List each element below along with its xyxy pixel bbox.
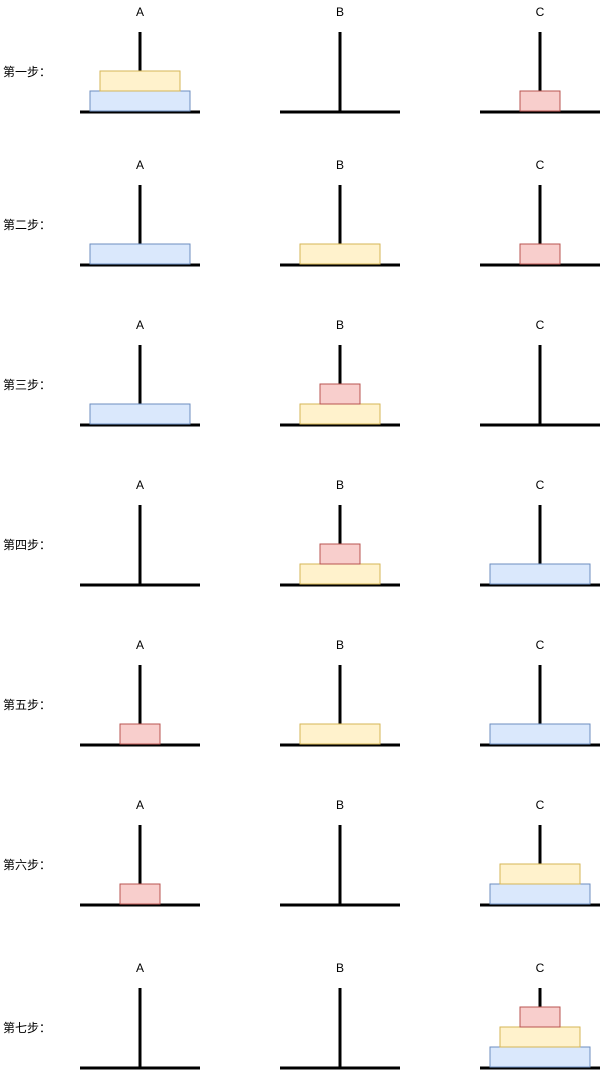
disk-medium xyxy=(499,863,581,885)
peg-label: A xyxy=(136,5,144,19)
step-row: 第三步： A B C xyxy=(3,318,600,427)
step-label: 第三步： xyxy=(3,378,51,392)
step-label: 第一步： xyxy=(3,65,51,79)
peg-b: B xyxy=(280,638,400,747)
disk-large xyxy=(489,883,591,905)
step-row: 第一步： A B C xyxy=(3,5,600,114)
peg-label: A xyxy=(136,158,144,172)
peg-label: A xyxy=(136,798,144,812)
peg-b: B xyxy=(280,5,400,114)
peg-label: B xyxy=(336,478,344,492)
peg-b: B xyxy=(280,961,400,1070)
peg-a: A xyxy=(80,158,200,267)
step-row: 第六步： A B C xyxy=(3,798,600,907)
peg-label: A xyxy=(136,318,144,332)
disk-small xyxy=(519,90,561,112)
peg-b: B xyxy=(280,318,400,427)
peg-a: A xyxy=(80,638,200,747)
peg-a: A xyxy=(80,798,200,907)
disk-large xyxy=(489,1046,591,1068)
disk-small xyxy=(319,383,361,405)
peg-label: B xyxy=(336,798,344,812)
disk-small xyxy=(519,243,561,265)
peg-label: A xyxy=(136,961,144,975)
peg-label: B xyxy=(336,158,344,172)
peg-c: C xyxy=(480,798,600,907)
step-label: 第五步： xyxy=(3,698,51,712)
disk-medium xyxy=(499,1026,581,1048)
disk-medium xyxy=(299,563,381,585)
peg-b: B xyxy=(280,798,400,907)
disk-medium xyxy=(299,243,381,265)
disk-medium xyxy=(99,70,181,92)
step-label: 第七步： xyxy=(3,1021,51,1035)
step-row: 第七步： A B C xyxy=(3,961,600,1070)
peg-label: C xyxy=(536,478,545,492)
peg-c: C xyxy=(480,638,600,747)
disk-large xyxy=(489,723,591,745)
disk-small xyxy=(319,543,361,565)
peg-label: C xyxy=(536,798,545,812)
peg-a: A xyxy=(80,5,200,114)
peg-label: B xyxy=(336,638,344,652)
peg-a: A xyxy=(80,478,200,587)
peg-label: A xyxy=(136,638,144,652)
disk-large xyxy=(89,403,191,425)
disk-small xyxy=(519,1006,561,1028)
peg-label: C xyxy=(536,638,545,652)
step-label: 第四步： xyxy=(3,538,51,552)
step-row: 第二步： A B C xyxy=(3,158,600,267)
peg-c: C xyxy=(480,5,600,114)
peg-c: C xyxy=(480,318,600,427)
step-row: 第四步： A B C xyxy=(3,478,600,587)
peg-label: A xyxy=(136,478,144,492)
disk-large xyxy=(89,90,191,112)
peg-b: B xyxy=(280,158,400,267)
peg-label: B xyxy=(336,318,344,332)
disk-medium xyxy=(299,403,381,425)
peg-c: C xyxy=(480,961,600,1070)
step-label: 第六步： xyxy=(3,858,51,872)
disk-large xyxy=(89,243,191,265)
disk-small xyxy=(119,723,161,745)
peg-a: A xyxy=(80,318,200,427)
disk-medium xyxy=(299,723,381,745)
peg-label: B xyxy=(336,5,344,19)
peg-label: C xyxy=(536,961,545,975)
peg-label: B xyxy=(336,961,344,975)
peg-label: C xyxy=(536,5,545,19)
peg-c: C xyxy=(480,478,600,587)
disk-large xyxy=(489,563,591,585)
peg-label: C xyxy=(536,318,545,332)
disk-small xyxy=(119,883,161,905)
peg-a: A xyxy=(80,961,200,1070)
peg-label: C xyxy=(536,158,545,172)
peg-c: C xyxy=(480,158,600,267)
step-row: 第五步： A B C xyxy=(3,638,600,747)
peg-b: B xyxy=(280,478,400,587)
step-label: 第二步： xyxy=(3,218,51,232)
